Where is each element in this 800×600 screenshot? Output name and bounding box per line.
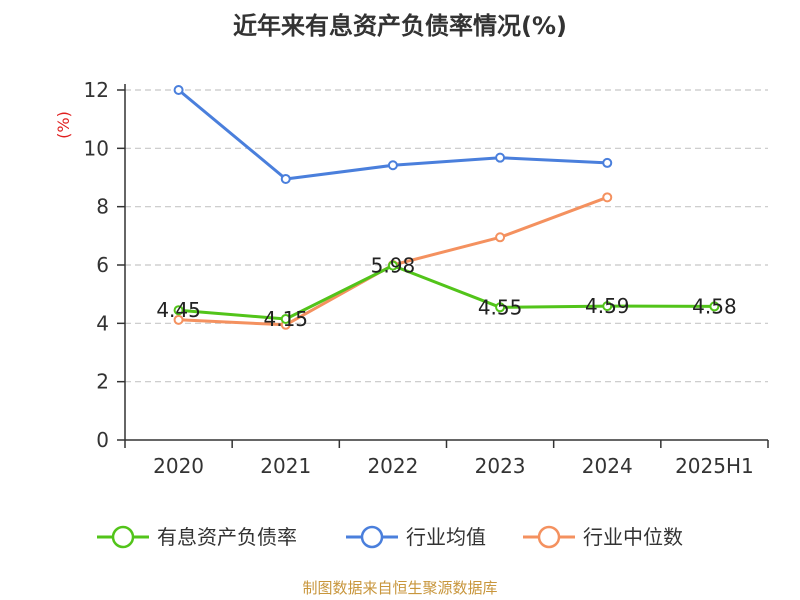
data-point	[280, 173, 291, 184]
x-tick-label: 2024	[582, 454, 633, 478]
x-tick-label: 2021	[260, 454, 311, 478]
x-tick-label: 2023	[475, 454, 526, 478]
chart-title: 近年来有息资产负债率情况(%)	[233, 12, 567, 40]
x-tick-label: 2020	[153, 454, 204, 478]
series-line	[178, 264, 715, 321]
data-point	[387, 160, 398, 171]
data-label: 4.15	[263, 307, 308, 331]
data-label: 4.59	[585, 294, 630, 318]
data-labels: 4.45 4.15 5.98 4.55 4.59 4.58	[156, 254, 736, 331]
axes: 0 2 4 6 8 10 12 2020 2021 2022 2023 2024 2025H1	[84, 78, 769, 478]
series-lines	[173, 85, 720, 330]
data-point	[173, 314, 184, 325]
y-tick-label: 8	[96, 195, 109, 219]
data-point	[173, 85, 184, 95]
series-1	[173, 85, 613, 184]
legend-swatch-marker	[360, 525, 384, 549]
data-label: 5.98	[371, 254, 416, 278]
legend-label: 行业均值	[406, 525, 486, 549]
x-tick-label: 2025H1	[675, 454, 754, 478]
data-point	[173, 305, 184, 316]
legend-item: 有息资产负债率	[97, 525, 297, 549]
data-point	[602, 157, 613, 168]
legend-swatch-marker	[111, 525, 135, 549]
y-tick-label: 6	[96, 253, 109, 277]
legend: 有息资产负债率 行业均值 行业中位数	[97, 525, 683, 549]
data-label: 4.55	[478, 295, 523, 319]
legend-item: 行业中位数	[523, 525, 683, 549]
series-0	[173, 260, 720, 324]
source-note: 制图数据来自恒生聚源数据库	[302, 579, 497, 597]
data-point	[387, 260, 398, 271]
y-tick-label: 0	[96, 428, 109, 452]
x-tick-label: 2022	[367, 454, 418, 478]
y-axis-unit: (%)	[54, 111, 73, 139]
legend-item: 行业均值	[346, 525, 486, 549]
y-tick-label: 2	[96, 370, 109, 394]
grid-lines	[125, 89, 768, 383]
data-point	[602, 301, 613, 312]
legend-label: 行业中位数	[583, 525, 683, 549]
y-tick-label: 10	[84, 136, 109, 160]
data-label: 4.58	[692, 294, 737, 318]
data-point	[602, 192, 613, 203]
data-label: 4.45	[156, 298, 201, 322]
legend-label: 有息资产负债率	[157, 525, 297, 549]
data-point	[495, 152, 506, 163]
y-tick-label: 12	[84, 78, 109, 102]
data-point	[495, 232, 506, 243]
data-point	[709, 301, 720, 312]
data-point	[495, 302, 506, 313]
y-tick-label: 4	[96, 311, 109, 335]
data-point	[280, 313, 291, 324]
legend-swatch-marker	[537, 525, 561, 549]
